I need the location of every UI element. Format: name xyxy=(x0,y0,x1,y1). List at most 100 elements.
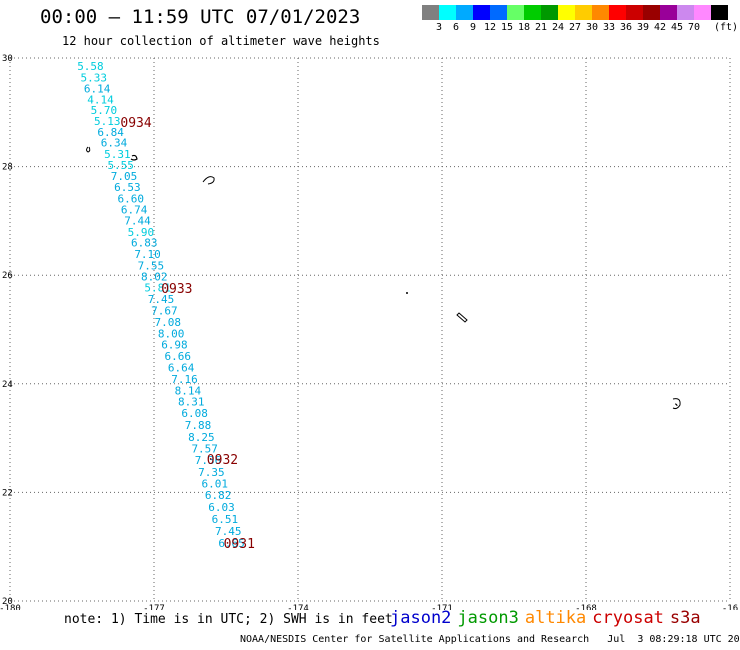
colorbar-swatch xyxy=(507,5,524,20)
island-outlines xyxy=(86,146,681,410)
island-midway xyxy=(86,146,91,153)
swh-value-label: 7.57 xyxy=(191,442,218,455)
colorbar-tick-label: 24 xyxy=(551,22,565,33)
colorbar-swatch xyxy=(626,5,643,20)
swh-value-label: 7.67 xyxy=(151,304,178,317)
swh-value-label: 6.74 xyxy=(121,203,148,216)
swh-value-label: 6.65 xyxy=(218,537,245,550)
axis-tick-labels: -180 -177 -174 -171 -168 -16 20 22 24 26 28 30 xyxy=(0,54,738,610)
colorbar-swatch xyxy=(694,5,711,20)
swh-value-label: 6.03 xyxy=(208,501,235,514)
colorbar-tick-label: 42 xyxy=(653,22,667,33)
swh-value-label: 6.34 xyxy=(101,137,128,150)
swh-value-label: 6.84 xyxy=(97,126,124,139)
swh-value-label: 7.10 xyxy=(134,248,161,261)
swh-value-label: 8.02 xyxy=(141,270,168,283)
colorbar-tick-label: 9 xyxy=(469,22,477,33)
units-note: note: 1) Time is in UTC; 2) SWH is in fe… xyxy=(64,612,393,627)
colorbar-swatch xyxy=(524,5,541,20)
swh-value-label: 8.25 xyxy=(188,431,215,444)
y-tick-label: 22 xyxy=(2,488,13,498)
colorbar-swatch xyxy=(456,5,473,20)
y-tick-label: 28 xyxy=(2,163,13,173)
swh-value-label: 5.55 xyxy=(107,159,134,172)
grid-lines xyxy=(9,57,731,602)
x-tick-label: -177 xyxy=(143,604,165,610)
colorbar-tick-label: 21 xyxy=(534,22,548,33)
swh-value-label: 6.01 xyxy=(202,478,229,491)
swh-value-label: 8.31 xyxy=(178,396,205,409)
wave-height-map: -180 -177 -174 -171 -168 -16 20 22 24 26 28 30 5.58… xyxy=(0,54,738,610)
x-tick-label: -180 xyxy=(0,604,21,610)
swh-value-label: 7.88 xyxy=(185,419,212,432)
colorbar-swatch xyxy=(490,5,507,20)
time-labels: 0934 0933 0932 0931 xyxy=(120,116,255,552)
swh-value-label: 6.14 xyxy=(84,82,111,95)
colorbar-tick-label: 33 xyxy=(602,22,616,33)
swh-value-label: 6.83 xyxy=(131,237,158,250)
swh-value-label: 7.45 xyxy=(215,525,242,538)
swh-value-label: 6.08 xyxy=(181,407,208,420)
swh-value-label: 7.35 xyxy=(198,466,225,479)
swh-value-label: 6.66 xyxy=(165,350,192,363)
swh-value-label: 8.14 xyxy=(175,384,202,397)
legend-item-jason2: jason2 xyxy=(390,608,452,628)
colorbar-swatch xyxy=(473,5,490,20)
colorbar-swatch xyxy=(592,5,609,20)
swh-value-label: 6.60 xyxy=(118,193,144,206)
swh-value-label: 5.31 xyxy=(104,148,131,161)
swh-value-label: 6.53 xyxy=(114,181,141,194)
swh-value-label: 6.98 xyxy=(161,339,188,352)
x-tick-label: -174 xyxy=(287,604,309,610)
island-lisianski xyxy=(456,312,468,323)
y-tick-label: 26 xyxy=(2,271,13,281)
colorbar-swatch xyxy=(643,5,660,20)
swh-value-label: 7.08 xyxy=(154,316,181,329)
swh-value-label: 8.00 xyxy=(158,327,185,340)
colorbar-tick-label: 70 xyxy=(687,22,701,33)
colorbar-tick-label: 12 xyxy=(483,22,497,33)
chart-title: 00:00 – 11:59 UTC 07/01/2023 xyxy=(40,6,361,28)
colorbar-tick-label: 30 xyxy=(585,22,599,33)
colorbar-swatch xyxy=(439,5,456,20)
y-tick-label: 24 xyxy=(2,380,13,390)
swh-value-label: 5.81 xyxy=(144,282,171,295)
colorbar-tick-label: 45 xyxy=(670,22,684,33)
colorbar-swatch xyxy=(677,5,694,20)
swh-value-label: 7.55 xyxy=(138,259,165,272)
swh-value-label: 4.14 xyxy=(87,93,114,106)
island-gardner xyxy=(672,398,681,410)
colorbar-tick-label: 15 xyxy=(500,22,514,33)
swh-value-label: 5.90 xyxy=(128,226,155,239)
chart-subtitle: 12 hour collection of altimeter wave hei… xyxy=(62,34,380,48)
time-label: 0931 xyxy=(224,537,255,552)
time-label: 0933 xyxy=(161,282,192,297)
swh-value-label: 7.45 xyxy=(148,293,175,306)
x-tick-label: -16 xyxy=(722,604,738,610)
colorbar-tick-label: 36 xyxy=(619,22,633,33)
swh-value-label: 5.58 xyxy=(77,60,104,73)
swh-value-label: 7.36 xyxy=(195,454,222,467)
colorbar-tick-label: 27 xyxy=(568,22,582,33)
y-tick-label: 20 xyxy=(2,597,13,607)
swh-value-label: 7.16 xyxy=(171,373,198,386)
island-kure xyxy=(130,154,138,161)
swh-value-label: 5.13 xyxy=(94,115,121,128)
satellite-legend: jason2 jason3 altika cryosat s3a xyxy=(390,608,707,628)
swh-value-label: 6.82 xyxy=(205,489,232,502)
swh-value-label: 5.70 xyxy=(91,104,118,117)
colorbar-tick-label: 18 xyxy=(517,22,531,33)
credit-line: NOAA/NESDIS Center for Satellite Applica… xyxy=(240,634,740,645)
colorbar-swatch xyxy=(711,5,728,20)
colorbar-swatch xyxy=(660,5,677,20)
time-label: 0932 xyxy=(207,453,238,468)
colorbar-tick-label: 6 xyxy=(452,22,460,33)
colorbar-swatch xyxy=(609,5,626,20)
colorbar-unit: (ft) xyxy=(714,22,739,33)
colorbar-swatch xyxy=(575,5,592,20)
legend-item-jason3: jason3 xyxy=(457,608,519,628)
colorbar-tick-label: 3 xyxy=(435,22,443,33)
legend-item-cryosat: cryosat xyxy=(592,608,664,628)
x-tick-label: -168 xyxy=(575,604,597,610)
colorbar-swatch xyxy=(541,5,558,20)
